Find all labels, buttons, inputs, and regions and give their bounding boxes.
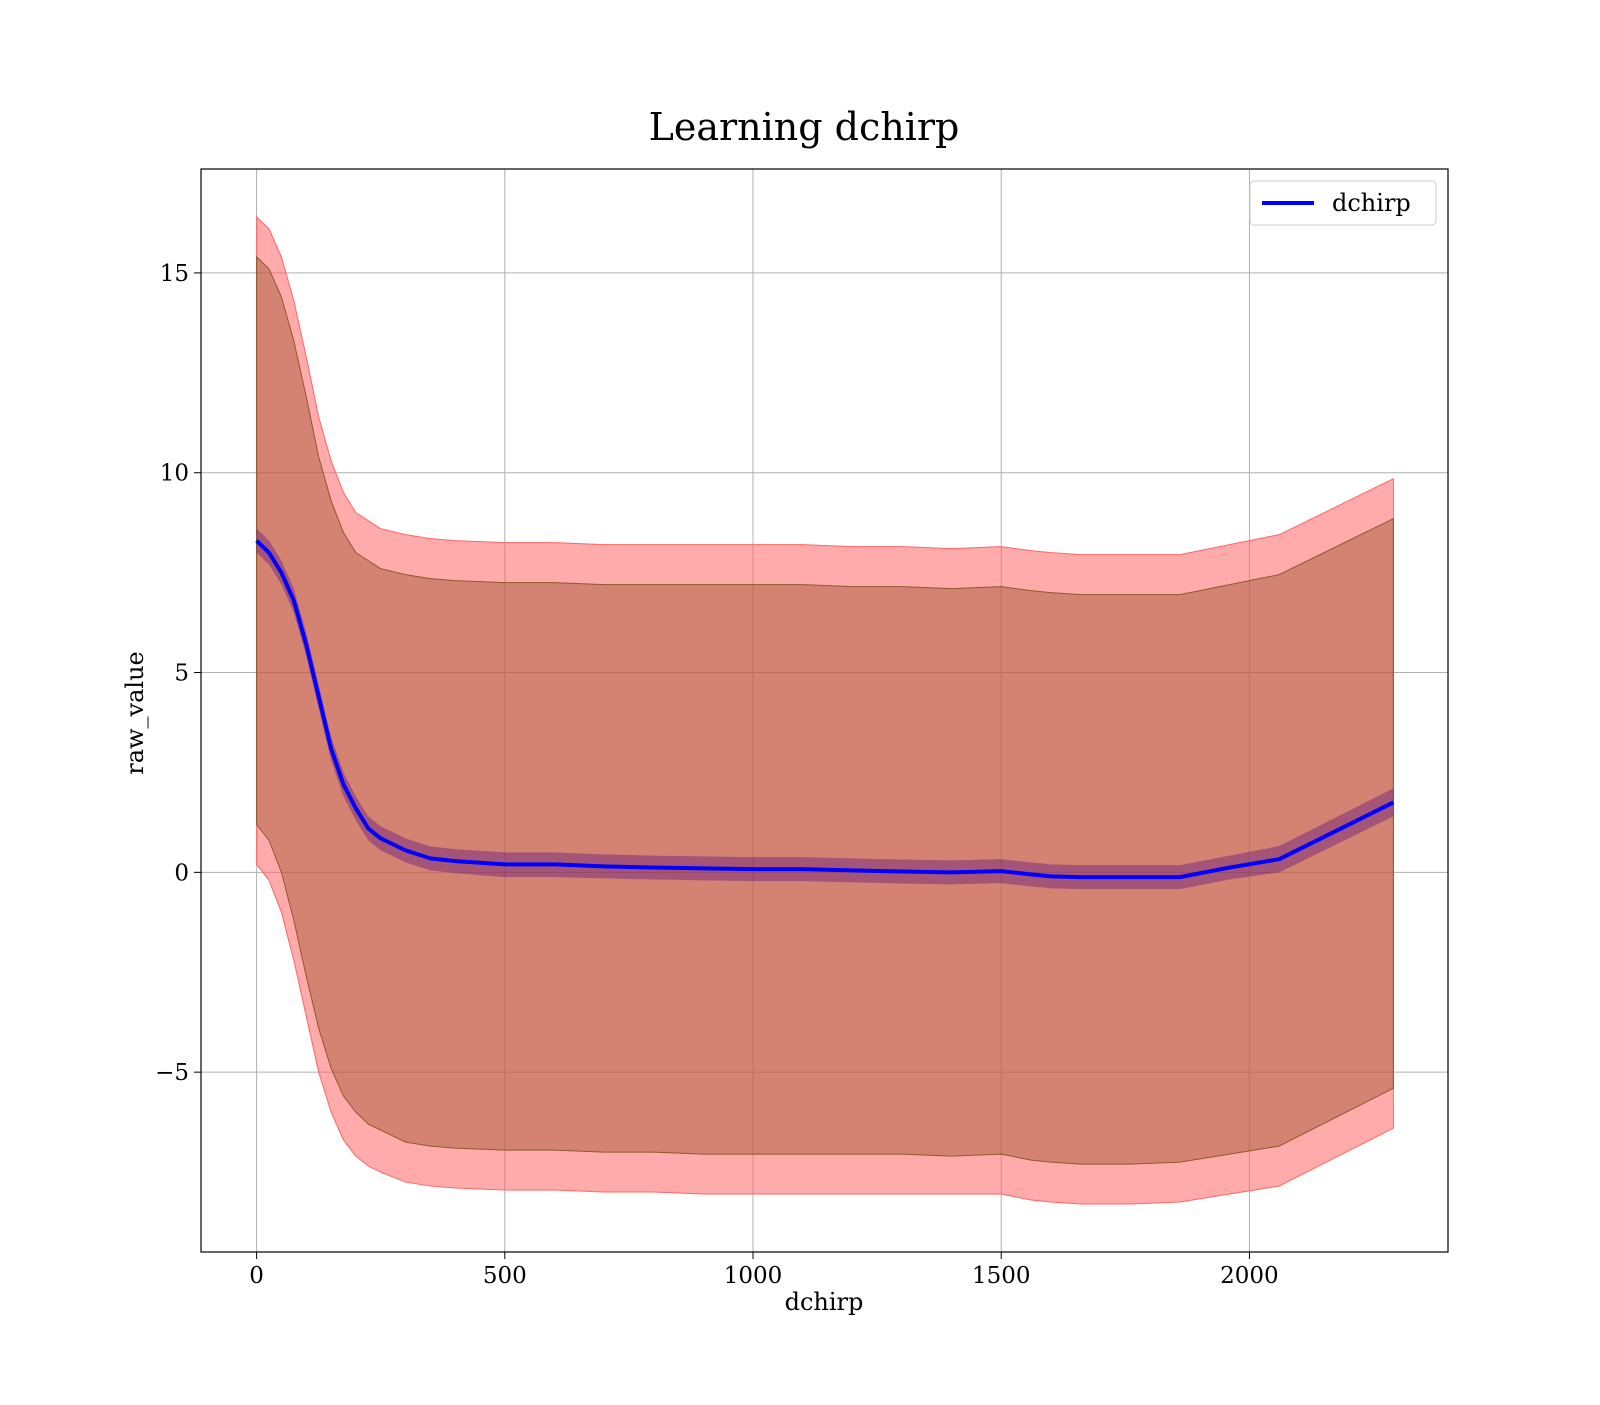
plot-frame [200, 168, 1449, 1253]
y-tick-label: 5 [174, 661, 189, 687]
series-line-dchirp [255, 539, 1395, 880]
x-tick-label: 2000 [1220, 1263, 1279, 1289]
chart-title: Learning dchirp [649, 105, 960, 149]
y-tick-label: −5 [155, 1060, 189, 1086]
x-tick-label: 0 [249, 1263, 264, 1289]
legend: dchirp [1249, 180, 1437, 226]
y-tick-label: 10 [160, 461, 189, 487]
axis-ticks: 0 500 1000 1500 2000 −5 0 5 10 15 [155, 261, 1279, 1289]
x-axis-label: dchirp [785, 1288, 864, 1316]
legend-label: dchirp [1332, 189, 1411, 217]
x-tick-label: 1000 [724, 1263, 783, 1289]
x-tick-label: 500 [483, 1263, 527, 1289]
legend-box [1249, 180, 1437, 226]
series-lines [255, 539, 1395, 880]
y-tick-label: 0 [174, 860, 189, 886]
outer-band [256, 215, 1394, 1205]
y-tick-label: 15 [160, 261, 189, 287]
mean-band [256, 528, 1394, 890]
x-tick-label: 1500 [972, 1263, 1031, 1289]
bands [256, 215, 1394, 1205]
y-axis-label: raw_value [121, 651, 149, 775]
inner-band [256, 255, 1394, 1165]
